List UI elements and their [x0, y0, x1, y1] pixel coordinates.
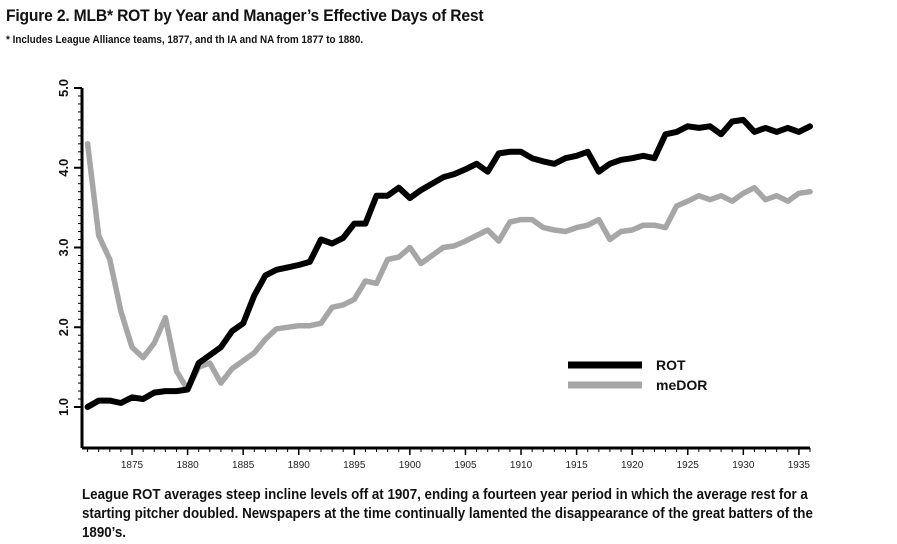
x-tick-label: 1910: [510, 460, 533, 471]
x-tick-label: 1875: [121, 460, 144, 471]
series-line-rot: [84, 116, 813, 410]
y-tick-label: 4.0: [56, 159, 71, 177]
x-tick-label: 1880: [176, 460, 199, 471]
x-tick-label: 1890: [288, 460, 311, 471]
figure-caption: League ROT averages steep incline levels…: [82, 487, 813, 541]
chart-lines: [84, 116, 813, 410]
y-tick-label: 5.0: [56, 79, 71, 97]
x-tick-label: 1885: [232, 460, 255, 471]
legend-label-medor: meDOR: [656, 377, 707, 393]
x-tick-label: 1905: [454, 460, 477, 471]
x-tick-label: 1930: [732, 460, 755, 471]
x-axis-ticks: 1875 1880 1885 1890 1895 1900 1905 1910 1915 1920…: [87, 448, 811, 471]
y-tick-label: 2.0: [56, 318, 71, 336]
x-tick-label: 1895: [343, 460, 366, 471]
y-axis-ticks: 1.0 2.0 3.0 4.0 5.0: [56, 79, 82, 416]
x-tick-label: 1935: [788, 460, 811, 471]
x-tick-label: 1900: [399, 460, 422, 471]
figure-title: Figure 2. MLB* ROT by Year and Manager’s…: [6, 6, 484, 25]
x-tick-label: 1915: [565, 460, 588, 471]
x-tick-label: 1920: [621, 460, 644, 471]
legend-label-rot: ROT: [656, 357, 686, 373]
figure-footnote: * Includes League Alliance teams, 1877, …: [6, 34, 364, 46]
y-tick-label: 1.0: [56, 398, 71, 416]
x-tick-label: 1925: [677, 460, 700, 471]
chart-axes: [80, 88, 810, 450]
y-tick-label: 3.0: [56, 238, 71, 256]
chart-legend: ROT meDOR: [568, 357, 707, 393]
series-line-medor: [84, 141, 813, 393]
